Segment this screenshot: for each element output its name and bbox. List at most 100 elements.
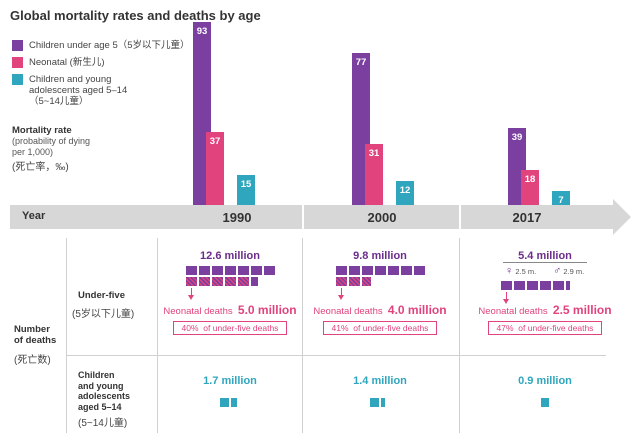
legend-line: adolescents aged 5–14 <box>29 85 128 96</box>
legend-swatch <box>12 74 23 85</box>
death-block <box>513 281 525 290</box>
chart-title: Global mortality rates and deaths by age <box>10 8 261 23</box>
death-block <box>185 277 197 286</box>
neonatal-arrow-head <box>337 295 344 300</box>
bar-1990-series-2: 15 <box>237 175 255 205</box>
neonatal-deaths: Neonatal deaths 5.0 million <box>153 303 307 317</box>
legend-label: Children under age 5（5岁以下儿童） <box>29 40 190 51</box>
death-block <box>185 266 197 275</box>
bar-2000-series-2: 12 <box>396 181 414 205</box>
male-icon: ♂ <box>553 265 562 277</box>
year-axis-label: Year <box>22 210 46 222</box>
legend-item-neonatal: Neonatal (新生儿) <box>12 57 105 68</box>
neonatal-value: 5.0 million <box>237 303 297 317</box>
death-block <box>263 266 275 275</box>
neonatal-percent: 41% <box>331 323 349 333</box>
death-block <box>500 281 512 290</box>
legend-item-under-five: Children under age 5（5岁以下儿童） <box>12 40 190 51</box>
death-block <box>237 266 249 275</box>
bar-value-label: 12 <box>399 185 411 197</box>
adolescent-death-block <box>220 398 229 407</box>
death-block <box>224 266 236 275</box>
male-value: 2.9 m. <box>563 267 585 276</box>
female-deaths: ♀ 2.5 m. <box>505 265 536 277</box>
death-block <box>237 277 249 286</box>
legend-swatch <box>12 57 23 68</box>
death-block <box>198 277 210 286</box>
death-block <box>335 266 347 275</box>
year-axis-arrow <box>613 199 631 235</box>
under-five-total: 9.8 million <box>353 250 407 262</box>
bar-1990-series-1: 37 <box>206 132 224 205</box>
death-block <box>387 266 399 275</box>
under-five-cn: (5岁以下儿童) <box>72 309 135 320</box>
adolescent-total: 1.7 million <box>203 375 257 387</box>
death-block <box>374 266 386 275</box>
year-tick-label: 1990 <box>222 210 252 225</box>
neonatal-value: 2.5 million <box>552 303 612 317</box>
deaths-label-line: Number <box>14 324 50 335</box>
under-five-label: Under-five (5岁以下儿童) <box>72 290 134 320</box>
adolescent-label: Children and young adolescents aged 5–14… <box>78 370 130 429</box>
divider <box>157 238 158 433</box>
death-block <box>552 281 564 290</box>
divider <box>302 238 303 433</box>
legend-line: （5~14儿童） <box>29 96 89 107</box>
legend-label: Neonatal (新生儿) <box>29 57 105 68</box>
pct-suffix: of under-five deaths <box>518 323 594 333</box>
death-block <box>413 266 425 275</box>
bar-value-label: 37 <box>209 136 221 148</box>
adolescent-death-block <box>231 398 237 407</box>
year-tick-label: 2000 <box>367 210 397 225</box>
mortality-title: Mortality rate <box>12 125 72 136</box>
adolescent-cn: (5~14儿童) <box>78 418 128 429</box>
death-block <box>565 281 570 290</box>
bar-value-label: 15 <box>240 179 252 191</box>
mortality-sub: per 1,000) <box>12 147 54 157</box>
bar-value-label: 31 <box>368 148 380 159</box>
bar-value-label: 77 <box>355 57 367 69</box>
adolescent-death-block <box>540 398 549 407</box>
death-block <box>526 281 538 290</box>
death-block <box>348 277 360 286</box>
death-block <box>335 277 347 286</box>
female-icon: ♀ <box>505 265 514 277</box>
divider <box>66 238 67 433</box>
neonatal-arrow-head <box>502 299 509 304</box>
under-five-total: 12.6 million <box>200 250 260 262</box>
neonatal-percent: 47% <box>496 323 514 333</box>
deaths-label-cn: (死亡数) <box>14 355 51 366</box>
under-five-total: 5.4 million <box>518 250 572 262</box>
bar-2017-series-2: 7 <box>552 191 570 206</box>
axis-separator <box>459 205 461 229</box>
bar-2000-series-1: 31 <box>365 144 383 205</box>
divider <box>459 238 460 433</box>
adolescent-death-block <box>370 398 379 407</box>
number-of-deaths-label: Number of deaths (死亡数) <box>14 324 56 366</box>
bar-value-label: 93 <box>196 26 208 37</box>
death-block <box>198 266 210 275</box>
mortality-rate-label: Mortality rate (probability of dying per… <box>12 125 90 173</box>
bar-value-label: 39 <box>511 132 523 144</box>
death-block <box>211 277 223 286</box>
male-deaths: ♂ 2.9 m. <box>553 265 584 277</box>
adolescent-line: and young <box>78 380 124 391</box>
under-five-title: Under-five <box>78 290 125 301</box>
mortality-cn: (死亡率，‰) <box>12 162 69 173</box>
neonatal-percent-box: 41% of under-five deaths <box>323 321 437 335</box>
legend-swatch <box>12 40 23 51</box>
death-block <box>539 281 551 290</box>
year-tick-label: 2017 <box>512 210 542 225</box>
legend-item-adolescents: Children and young adolescents aged 5–14… <box>12 74 127 107</box>
sex-divider <box>503 262 587 263</box>
adolescent-line: adolescents <box>78 391 131 401</box>
bar-2017-series-1: 18 <box>521 169 539 205</box>
neonatal-deaths: Neonatal deaths 4.0 million <box>303 303 457 317</box>
axis-separator <box>302 205 304 229</box>
death-block <box>250 277 258 286</box>
death-block <box>348 266 360 275</box>
deaths-label-line: of deaths <box>14 335 57 346</box>
death-block <box>250 266 262 275</box>
death-block <box>361 266 373 275</box>
